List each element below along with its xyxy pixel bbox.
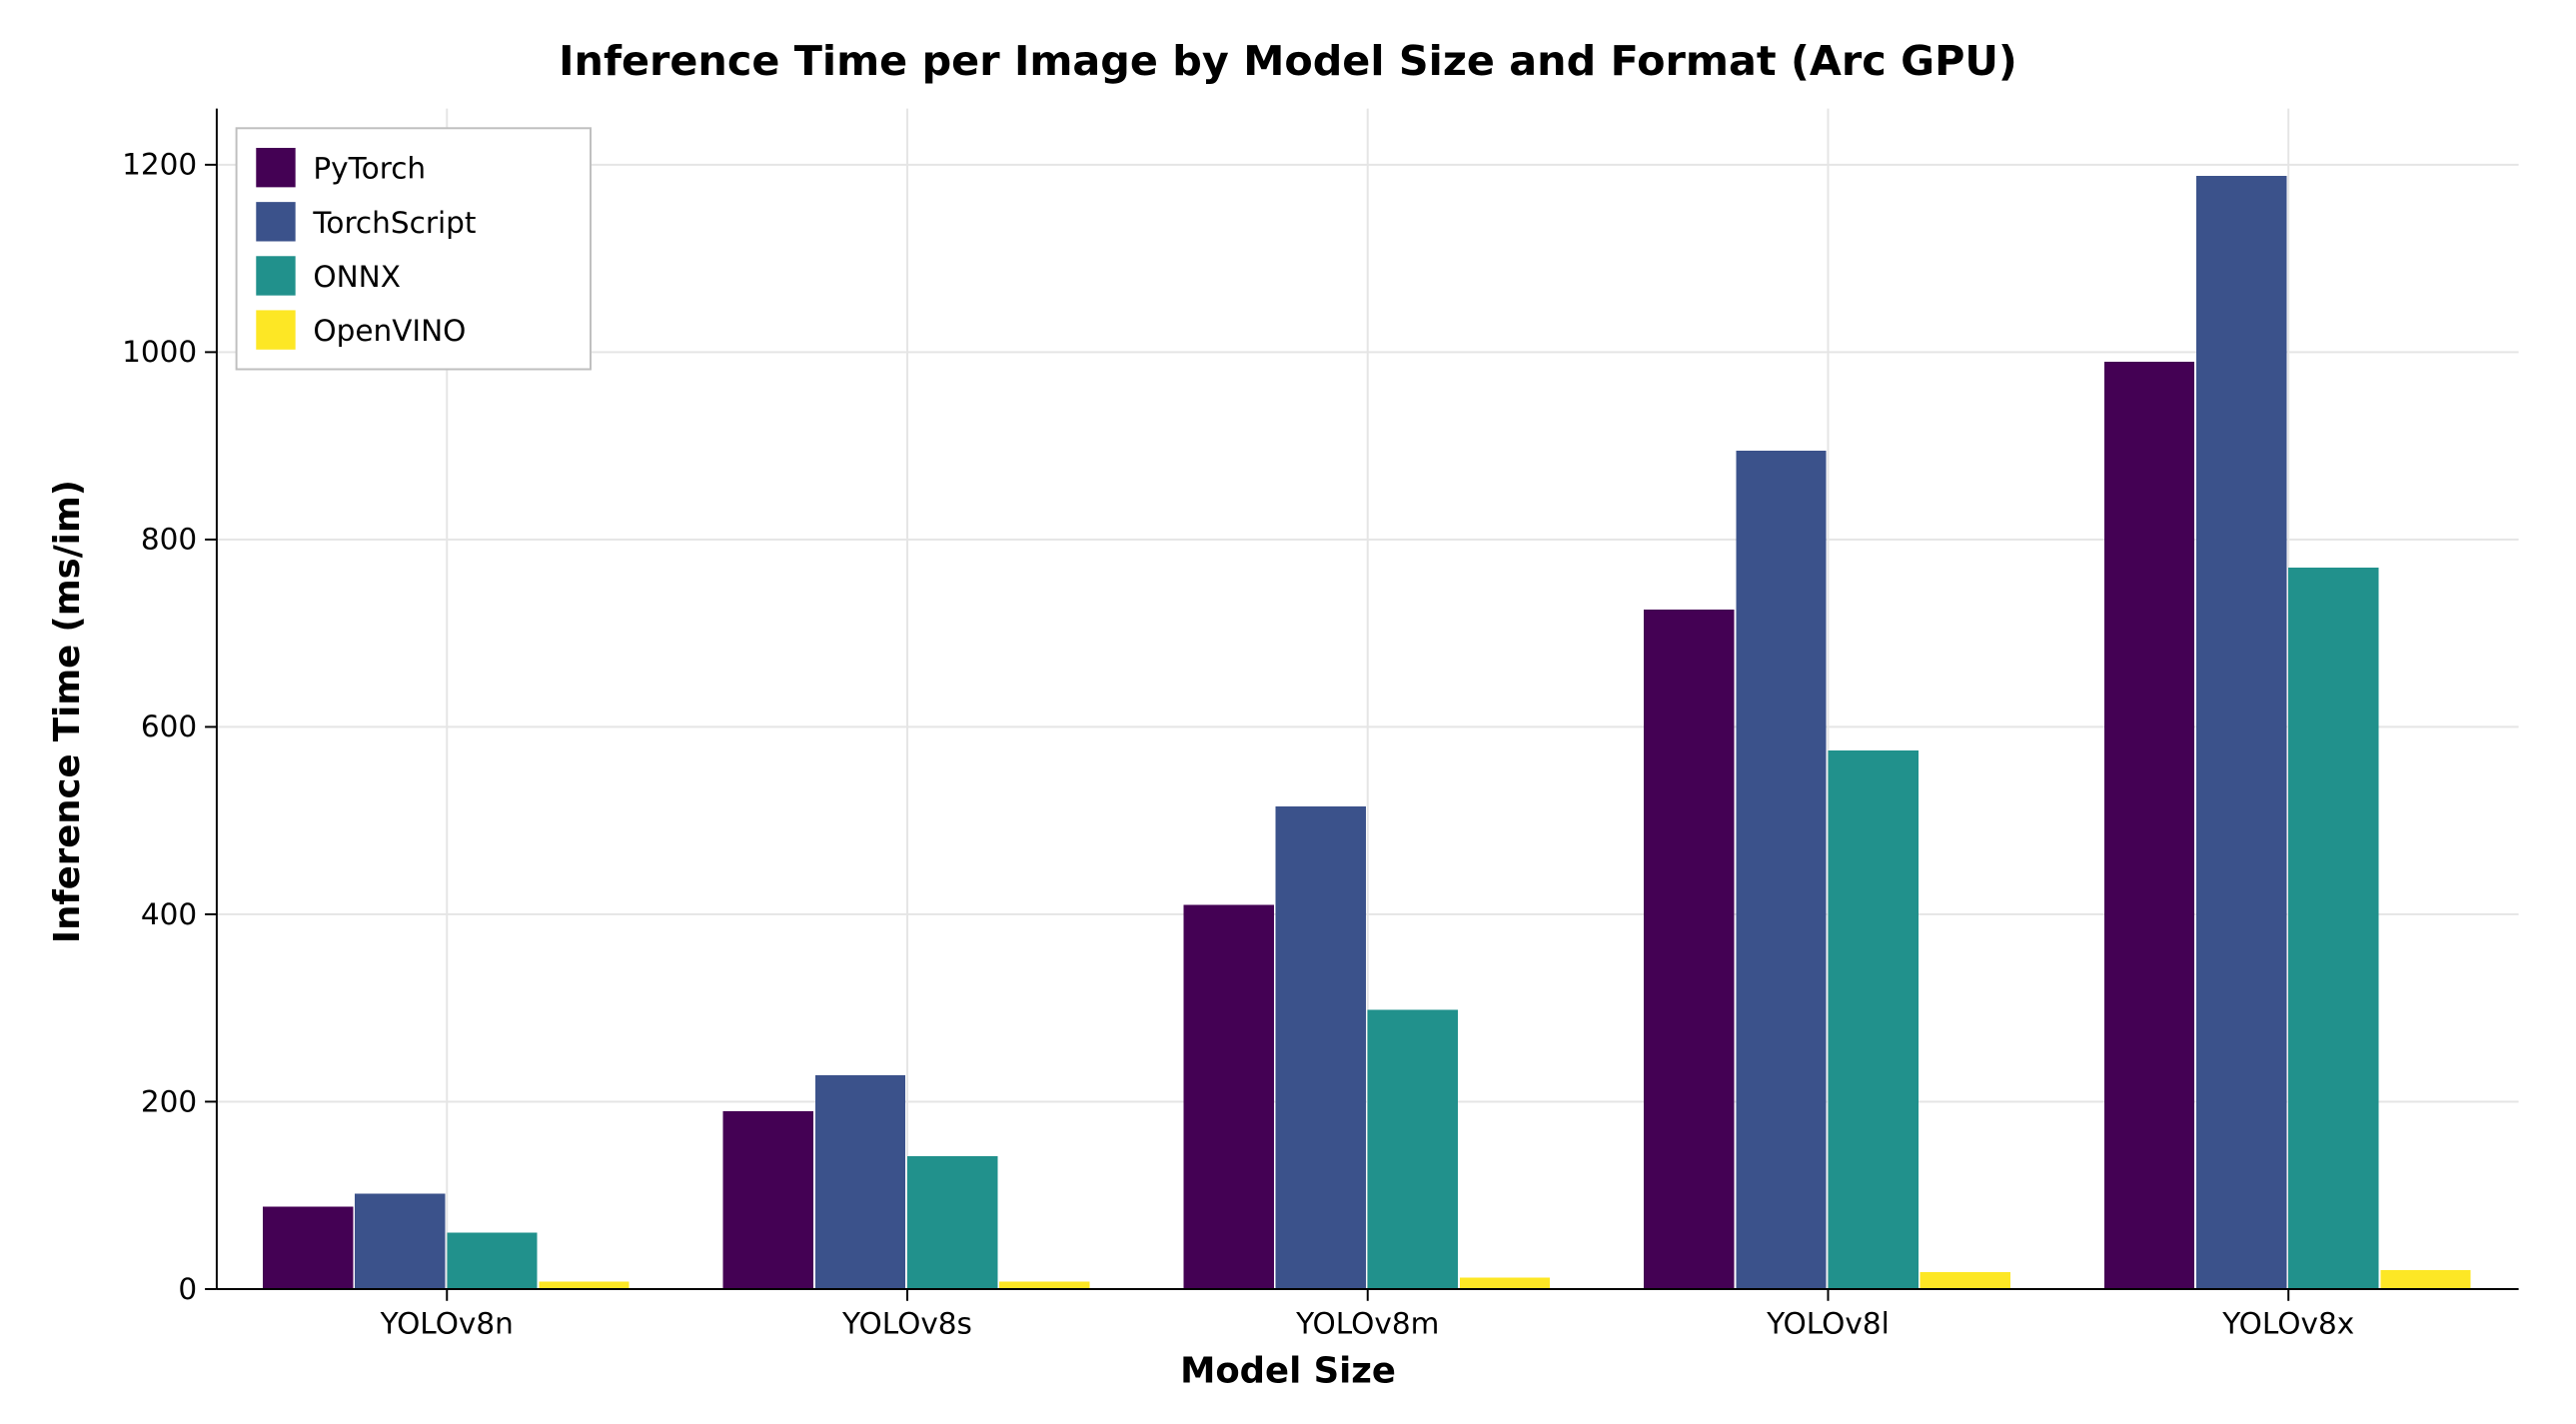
legend-label-pytorch: PyTorch: [313, 152, 426, 186]
bar-torchscript-yolov8m: [1276, 806, 1366, 1289]
legend-swatch-openvino: [256, 310, 295, 349]
bar-pytorch-yolov8s: [723, 1111, 813, 1289]
chart-title: Inference Time per Image by Model Size a…: [559, 37, 2017, 85]
bar-onnx-yolov8m: [1368, 1010, 1458, 1289]
y-tick-label: 200: [141, 1084, 197, 1118]
bar-torchscript-yolov8s: [815, 1075, 905, 1289]
chart-svg: Inference Time per Image by Model Size a…: [20, 20, 2556, 1404]
x-tick-label: YOLOv8x: [2221, 1306, 2354, 1340]
bar-torchscript-yolov8x: [2196, 176, 2286, 1289]
bar-onnx-yolov8n: [447, 1233, 537, 1289]
x-tick-label: YOLOv8m: [1295, 1306, 1439, 1340]
bar-torchscript-yolov8l: [1736, 451, 1826, 1289]
y-tick-label: 600: [141, 710, 197, 743]
bar-pytorch-yolov8l: [1644, 610, 1734, 1289]
y-tick-label: 1200: [122, 148, 197, 182]
bar-onnx-yolov8x: [2288, 568, 2378, 1289]
legend-swatch-pytorch: [256, 148, 295, 187]
y-tick-label: 800: [141, 523, 197, 557]
bar-onnx-yolov8l: [1828, 750, 1918, 1289]
x-axis-label: Model Size: [1180, 1350, 1396, 1391]
y-tick-label: 400: [141, 897, 197, 931]
bar-openvino-yolov8n: [539, 1281, 629, 1289]
legend: PyTorch TorchScript ONNX OpenVINO: [237, 128, 591, 369]
bar-openvino-yolov8s: [999, 1281, 1089, 1289]
bar-torchscript-yolov8n: [355, 1193, 445, 1289]
bar-pytorch-yolov8n: [263, 1206, 353, 1289]
x-tick-label: YOLOv8n: [380, 1306, 514, 1340]
chart-container: Inference Time per Image by Model Size a…: [20, 20, 2556, 1404]
legend-swatch-torchscript: [256, 202, 295, 241]
bar-pytorch-yolov8x: [2104, 362, 2194, 1289]
bar-onnx-yolov8s: [907, 1156, 997, 1289]
x-tick-label: YOLOv8s: [841, 1306, 972, 1340]
legend-label-onnx: ONNX: [313, 260, 401, 294]
bar-openvino-yolov8m: [1460, 1278, 1550, 1289]
legend-label-openvino: OpenVINO: [313, 314, 466, 348]
bar-pytorch-yolov8m: [1183, 905, 1273, 1289]
bar-openvino-yolov8x: [2380, 1270, 2470, 1289]
y-tick-label: 1000: [122, 335, 197, 369]
x-tick-label: YOLOv8l: [1766, 1306, 1890, 1340]
legend-swatch-onnx: [256, 256, 295, 295]
y-axis-label: Inference Time (ms/im): [47, 480, 88, 943]
bar-openvino-yolov8l: [1921, 1272, 2010, 1289]
y-tick-label: 0: [178, 1272, 197, 1306]
legend-label-torchscript: TorchScript: [312, 206, 476, 240]
